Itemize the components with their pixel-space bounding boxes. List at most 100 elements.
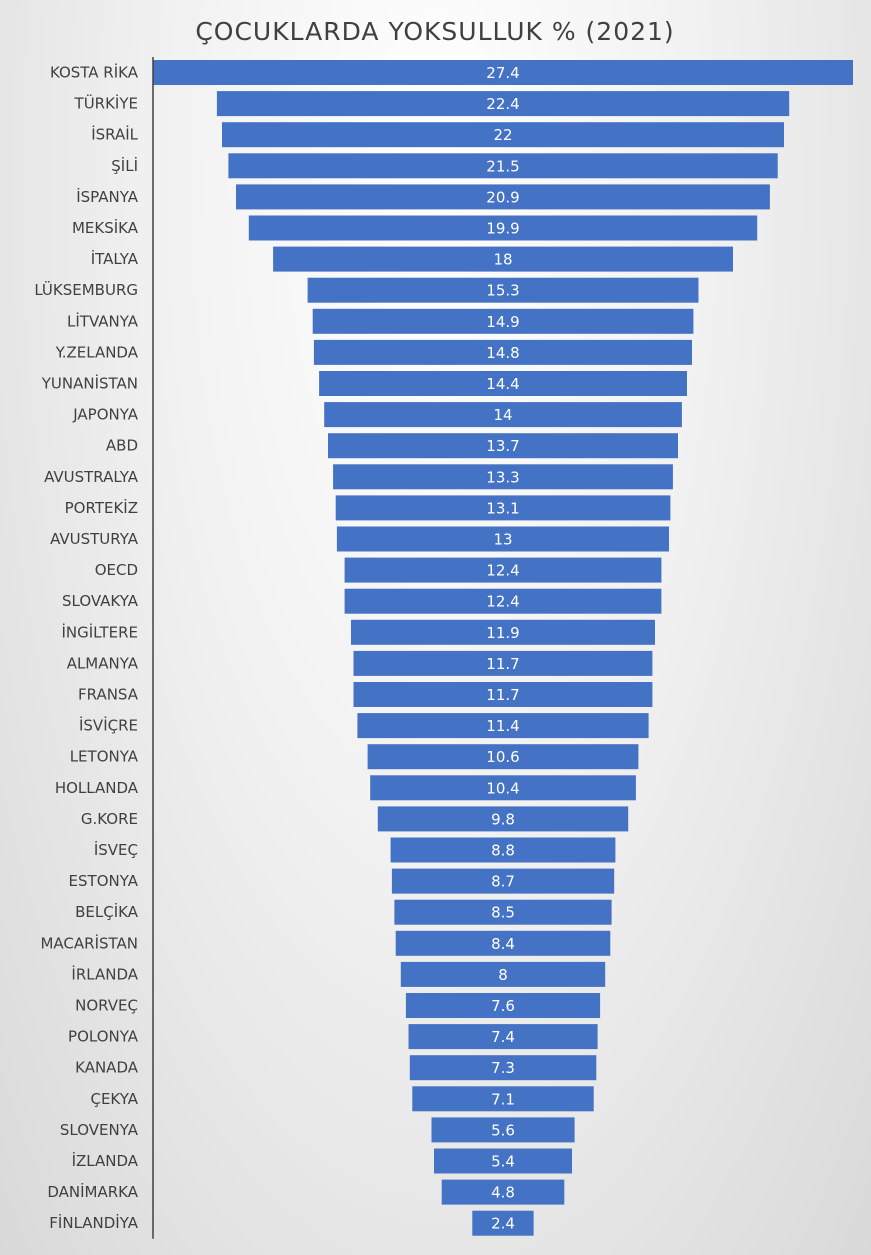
category-label: BELÇİKA: [75, 902, 139, 921]
data-label: 14: [493, 406, 512, 424]
data-label: 20.9: [486, 188, 519, 206]
data-label: 7.6: [491, 997, 515, 1015]
data-label: 9.8: [491, 810, 515, 828]
bar: [409, 1055, 597, 1081]
bar: [390, 837, 616, 863]
bar: [405, 993, 601, 1018]
bar: [236, 184, 770, 210]
category-label: İTALYA: [91, 249, 139, 268]
category-label: MACARİSTAN: [40, 933, 138, 952]
bar: [335, 495, 671, 521]
category-label: AVUSTRALYA: [44, 468, 139, 486]
value-labels-group: 27.4 22.4 22 21.5 20.9 19.9 18 15.3 14.9 14.8 14.4…: [486, 64, 519, 1233]
category-label: KOSTA RİKA: [50, 63, 139, 82]
bar: [357, 713, 649, 739]
category-label: LÜKSEMBURG: [34, 280, 138, 299]
bar: [333, 464, 673, 490]
data-label: 10.4: [486, 779, 519, 797]
data-label: 14.9: [486, 313, 519, 331]
bar: [408, 1024, 598, 1050]
data-label: 13: [493, 531, 512, 549]
category-label: ALMANYA: [67, 654, 139, 672]
bar: [228, 153, 778, 179]
category-label: ŞİLİ: [111, 156, 138, 175]
data-label: 13.7: [486, 437, 519, 455]
category-label: FRANSA: [78, 686, 139, 704]
bars-group: [153, 60, 853, 1236]
data-label: 4.8: [491, 1184, 515, 1202]
bar: [273, 246, 733, 272]
bar: [431, 1117, 575, 1143]
bar: [394, 899, 612, 925]
bar: [312, 308, 694, 334]
bar: [377, 806, 629, 832]
category-label: ÇEKYA: [90, 1090, 138, 1108]
data-label: 8.7: [491, 873, 515, 891]
data-label: 12.4: [486, 562, 519, 580]
category-label: FİNLANDİYA: [49, 1213, 138, 1232]
data-label: 11.9: [486, 624, 519, 642]
data-label: 8.5: [491, 904, 515, 922]
category-label: LETONYA: [70, 748, 139, 766]
category-label: JAPONYA: [72, 406, 138, 424]
data-label: 21.5: [486, 157, 519, 175]
category-label: LİTVANYA: [67, 311, 139, 330]
category-label: İSPANYA: [76, 187, 139, 206]
bar: [248, 215, 758, 241]
bar: [313, 339, 692, 365]
category-label: İSVİÇRE: [79, 716, 138, 735]
category-label: HOLLANDA: [55, 779, 139, 797]
category-label: SLOVENYA: [60, 1121, 139, 1139]
data-label: 14.8: [486, 344, 519, 362]
data-label: 12.4: [486, 593, 519, 611]
category-label: YUNANİSTAN: [41, 374, 138, 393]
data-label: 5.4: [491, 1153, 515, 1171]
category-label: İZLANDA: [72, 1151, 139, 1170]
data-label: 10.6: [486, 748, 519, 766]
bar: [353, 682, 653, 707]
bar: [434, 1148, 572, 1174]
category-label: SLOVAKYA: [62, 592, 139, 610]
category-label: İNGİLTERE: [61, 622, 138, 641]
category-label: POLONYA: [68, 1028, 139, 1046]
data-label: 18: [493, 251, 512, 269]
data-label: 22: [493, 126, 512, 144]
data-label: 13.3: [486, 468, 519, 486]
category-label: AVUSTURYA: [50, 530, 139, 548]
bar: [351, 619, 655, 645]
bar: [336, 526, 669, 552]
category-label: İSVEÇ: [94, 840, 138, 859]
category-label: TÜRKİYE: [74, 94, 138, 113]
bar: [370, 775, 636, 801]
data-label: 27.4: [486, 64, 519, 82]
data-label: 5.6: [491, 1121, 515, 1139]
data-label: 13.1: [486, 499, 519, 517]
data-label: 11.7: [486, 655, 519, 673]
data-label: 22.4: [486, 95, 519, 113]
bar: [319, 371, 687, 396]
data-label: 11.7: [486, 686, 519, 704]
bar: [216, 91, 790, 117]
category-label: DANİMARKA: [47, 1182, 138, 1201]
bar: [395, 930, 611, 956]
category-label: İSRAİL: [91, 125, 138, 144]
category-label: PORTEKİZ: [65, 498, 138, 517]
bar: [391, 868, 615, 894]
data-label: 15.3: [486, 282, 519, 300]
data-label: 8.4: [491, 935, 515, 953]
bar: [472, 1210, 534, 1236]
data-label: 7.1: [491, 1090, 515, 1108]
data-label: 7.4: [491, 1028, 515, 1046]
data-label: 11.4: [486, 717, 519, 735]
chart-title: ÇOCUKLARDA YOKSULLUK % (2021): [195, 17, 674, 46]
bar: [353, 650, 653, 676]
category-label: NORVEÇ: [75, 997, 138, 1015]
bar: [367, 744, 639, 770]
category-label: OECD: [95, 561, 138, 579]
category-label: ESTONYA: [69, 872, 139, 890]
bar: [344, 588, 662, 614]
data-label: 19.9: [486, 220, 519, 238]
bar: [441, 1179, 565, 1205]
data-label: 7.3: [491, 1059, 515, 1077]
